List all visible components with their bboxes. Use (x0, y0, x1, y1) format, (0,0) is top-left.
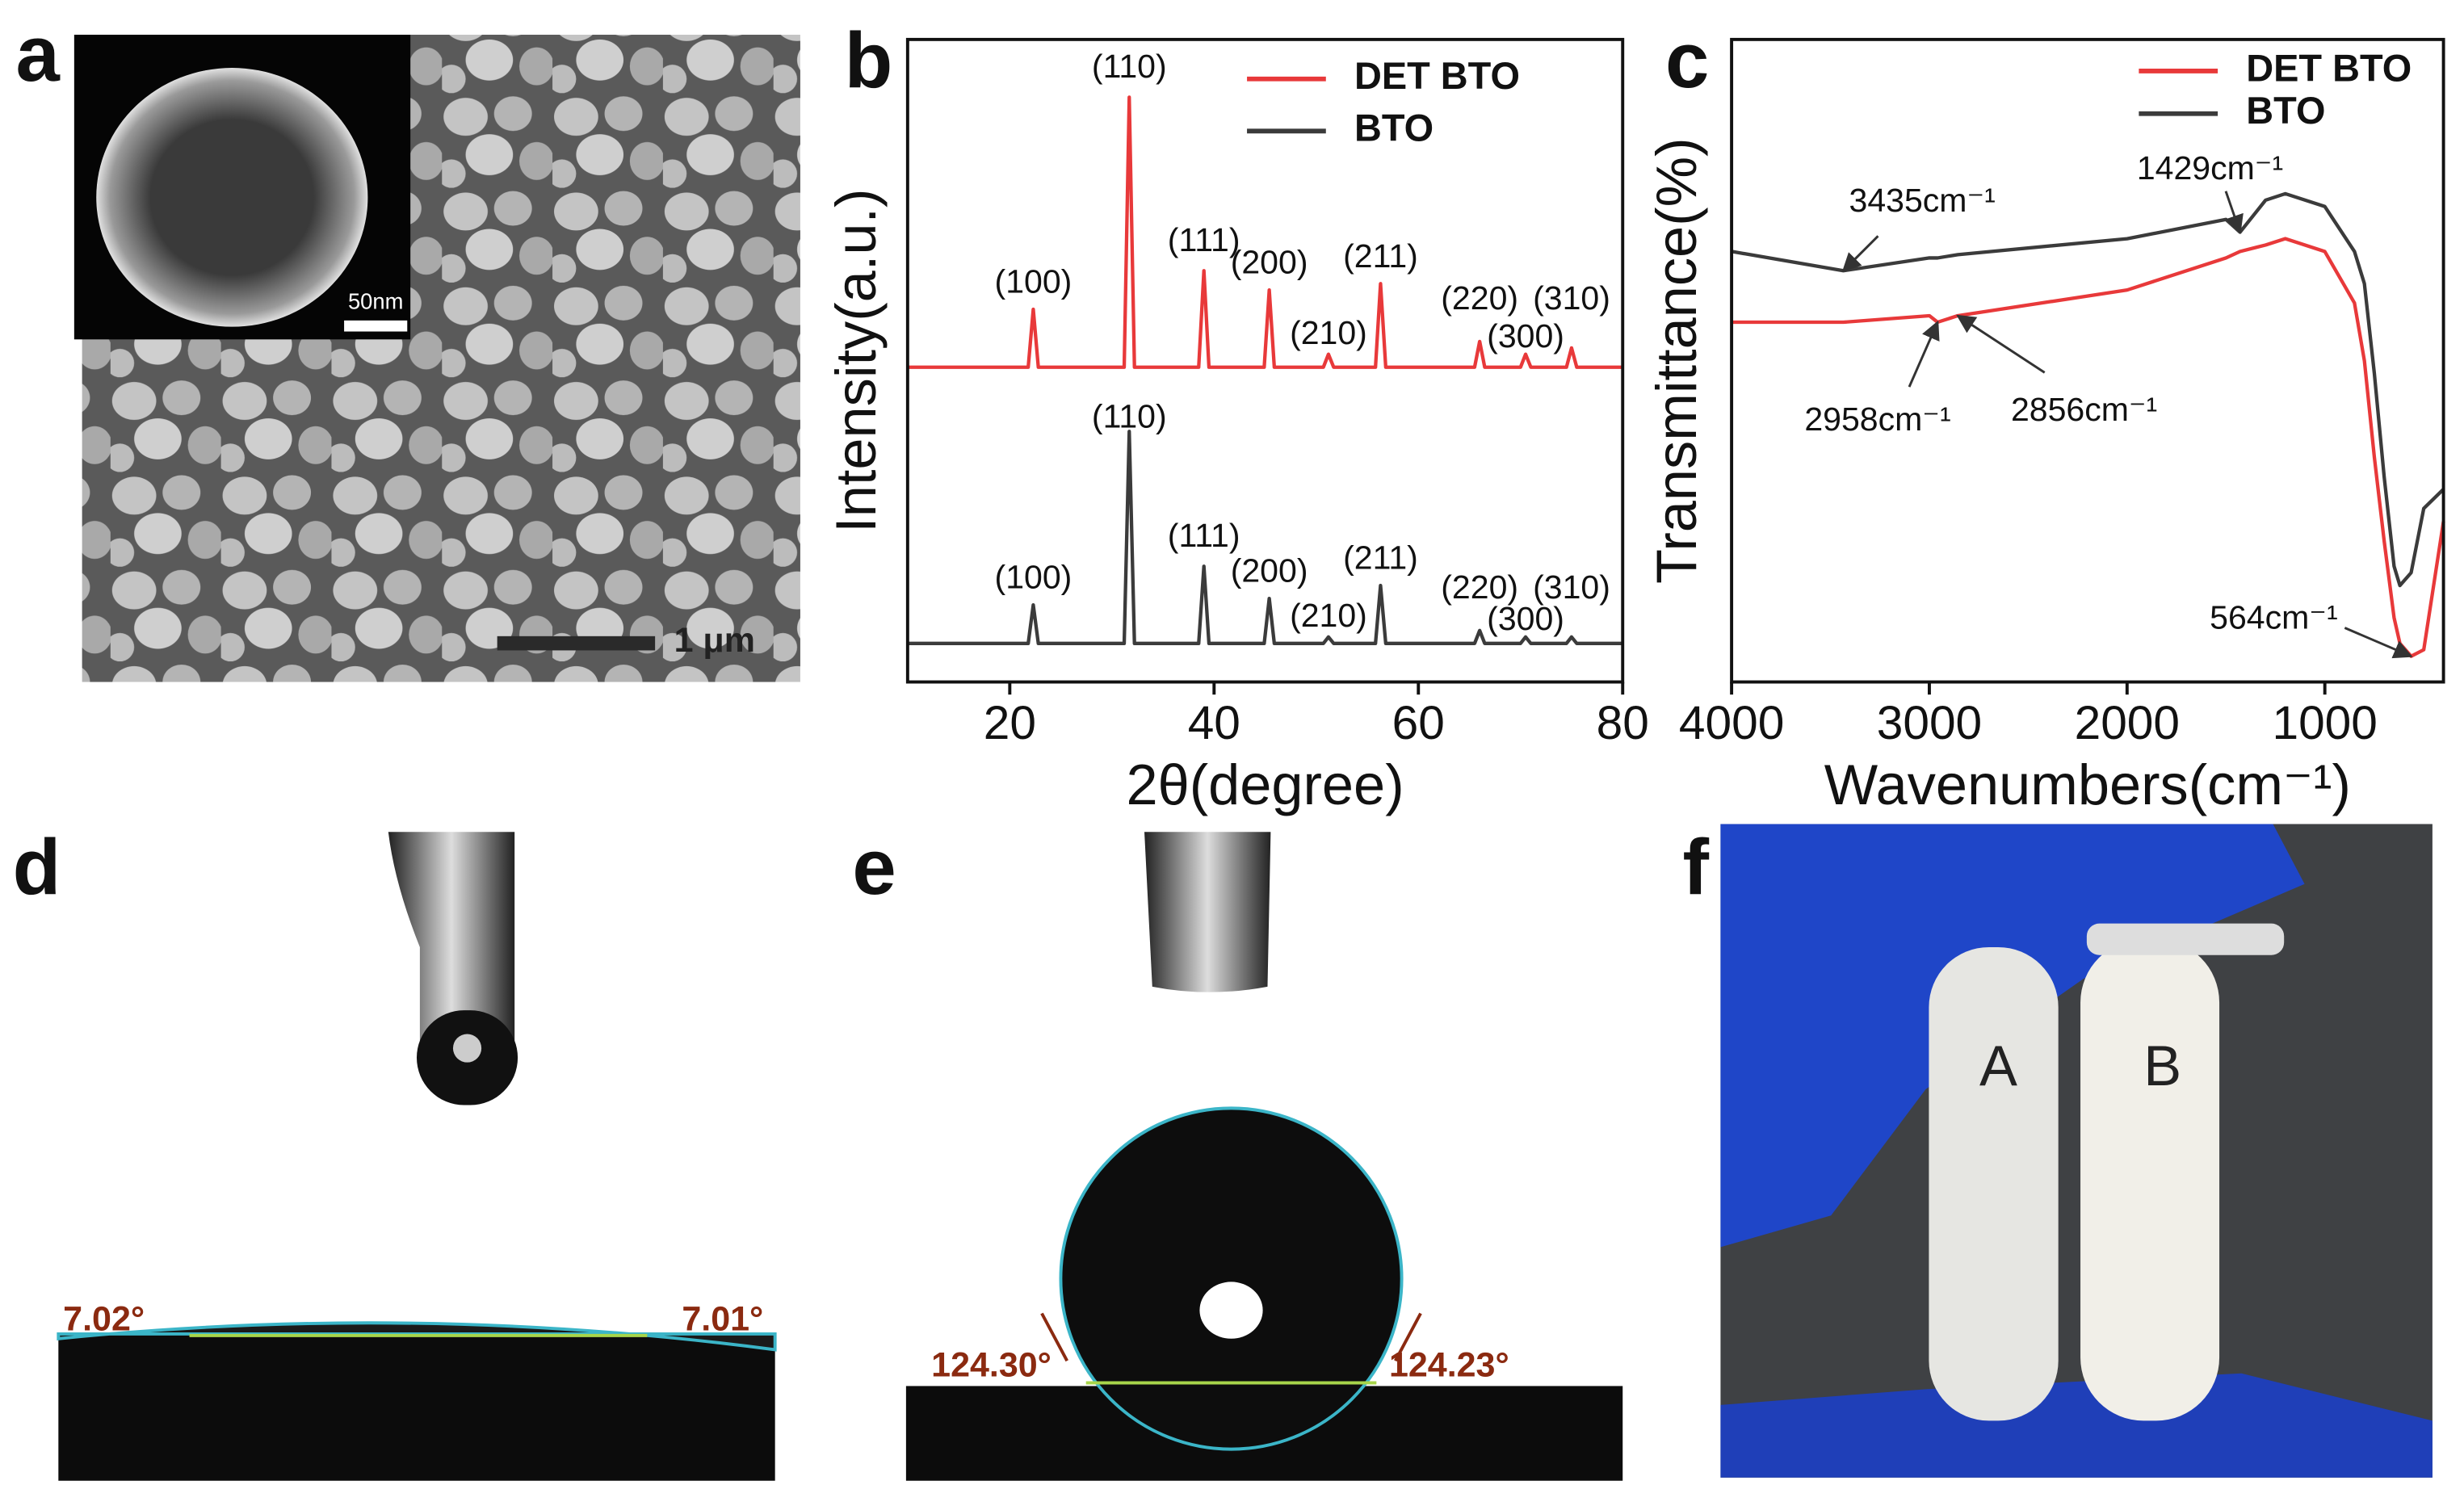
annotation: (211) (1343, 237, 1418, 275)
droplet (1059, 1106, 1404, 1451)
glove (1720, 1373, 2433, 1478)
particle (96, 68, 368, 327)
needle (1144, 832, 1271, 992)
legend-label: BTO (1354, 107, 1433, 149)
droplet (57, 1321, 777, 1352)
plot-frame (1730, 37, 2445, 684)
x-tick-label: 60 (1392, 697, 1445, 749)
x-tick-label: 80 (1597, 697, 1649, 749)
x-tick-label: 2000 (2075, 697, 2180, 749)
annotation: (110) (1092, 397, 1167, 434)
annotation: (211) (1343, 539, 1418, 577)
angle-arrow (1394, 1312, 1422, 1362)
annotation: (300) (1487, 600, 1564, 637)
scale-bar (497, 636, 656, 651)
panel-letter: a (16, 10, 61, 98)
highlight (1199, 1282, 1263, 1339)
y-axis-title: Intensity(a.u.) (824, 189, 888, 533)
annotation: (310) (1533, 568, 1610, 606)
data-line (907, 430, 1623, 645)
panel-letter: e (852, 823, 896, 911)
x-axis-title: 2θ(degree) (1126, 753, 1404, 816)
highlight (452, 1034, 482, 1063)
annotation: 2958cm⁻¹ (1804, 401, 1950, 438)
annotation: (100) (995, 263, 1072, 300)
annotation: (220) (1441, 568, 1518, 606)
annotation: 564cm⁻¹ (2210, 599, 2337, 636)
x-tick-label: 1000 (2272, 697, 2377, 749)
tube-label: B (2143, 1034, 2181, 1097)
annotation: (200) (1231, 244, 1308, 281)
legend-label: DET BTO (1354, 55, 1520, 97)
annotation: (111) (1168, 517, 1240, 554)
scale-label: 1 μm (674, 621, 755, 660)
data-line (1732, 237, 2445, 658)
legend-label: DET BTO (2246, 47, 2412, 89)
angle-arrow (1040, 1312, 1068, 1362)
tube-label: A (1979, 1034, 2017, 1097)
angle-label: 124.30° (931, 1345, 1052, 1384)
annotation: 2856cm⁻¹ (2011, 391, 2157, 428)
annotation-arrow (2344, 627, 2413, 659)
panel-letter: b (845, 16, 893, 104)
panel-letter: d (13, 823, 61, 911)
tube (1929, 946, 2059, 1421)
annotation: 1429cm⁻¹ (2137, 149, 2283, 187)
annotation: (110) (1092, 48, 1167, 85)
panel-letter: c (1665, 16, 1709, 104)
inset-scale-bar (344, 320, 408, 332)
annotation: (220) (1441, 279, 1518, 317)
tube-cap (2086, 923, 2285, 955)
tube (2080, 939, 2220, 1421)
annotation: (200) (1231, 552, 1308, 589)
annotation: (100) (995, 559, 1072, 596)
angle-label: 7.01° (682, 1300, 763, 1339)
legend-label: BTO (2246, 90, 2325, 132)
data-line (1731, 191, 2445, 588)
x-tick-label: 3000 (1877, 697, 1982, 749)
annotation-arrow (2224, 191, 2244, 234)
annotation: (111) (1168, 221, 1240, 258)
annotation: 3435cm⁻¹ (1849, 182, 1996, 219)
x-tick-label: 20 (984, 697, 1036, 749)
y-axis-title: Transmittance(%) (1644, 137, 1708, 584)
annotation: (210) (1290, 314, 1367, 351)
annotation: (210) (1290, 597, 1367, 634)
x-axis-title: Wavenumbers(cm⁻¹) (1824, 753, 2351, 816)
x-tick-label: 40 (1188, 697, 1240, 749)
inset-scale-label: 50nm (348, 289, 403, 314)
data-line (907, 95, 1623, 369)
annotation-arrow (1908, 320, 1940, 388)
panel-letter: f (1683, 823, 1710, 911)
annotation: (310) (1533, 279, 1610, 317)
substrate (58, 1333, 775, 1481)
x-tick-label: 4000 (1679, 697, 1784, 749)
angle-label: 124.23° (1389, 1345, 1509, 1384)
plot-frame (905, 37, 1625, 684)
annotation-arrow (1956, 314, 2046, 374)
annotation-arrow (1841, 235, 1879, 272)
angle-label: 7.02° (63, 1300, 145, 1339)
annotation: (300) (1487, 317, 1564, 354)
